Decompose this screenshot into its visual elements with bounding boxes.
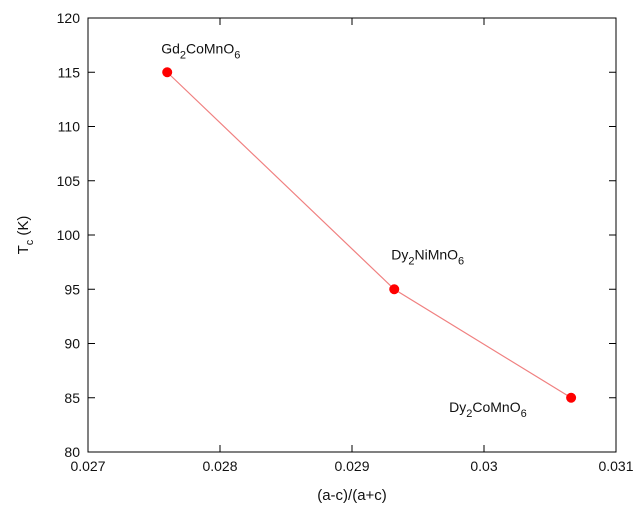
- point-label-subscript: 2: [466, 408, 472, 420]
- y-tick-label: 80: [64, 444, 80, 460]
- x-tick-label: 0.027: [70, 458, 105, 474]
- y-axis-title: Tc (K): [15, 216, 36, 255]
- y-axis-title-sub: c: [24, 239, 36, 245]
- y-tick-label: 90: [64, 336, 80, 352]
- y-axis-title-main: T: [15, 245, 32, 254]
- x-tick-label: 0.031: [598, 458, 633, 474]
- y-tick-label: 115: [58, 64, 81, 80]
- point-label: Dy2CoMnO6: [449, 399, 527, 420]
- x-tick-label: 0.028: [202, 458, 237, 474]
- y-tick-labels: 80 85 90 95 100 105 110 115 120: [57, 10, 81, 460]
- y-tick-label: 120: [57, 10, 81, 26]
- point-label-subscript: 6: [234, 49, 240, 61]
- y-tick-label: 85: [64, 390, 80, 406]
- y-tick-label: 110: [58, 119, 81, 135]
- point-label-text: Dy: [391, 246, 408, 262]
- point-label-text: NiMnO: [414, 246, 458, 262]
- x-tick-label: 0.03: [470, 458, 497, 474]
- series-layer: [162, 67, 577, 403]
- y-axis-title-rest: (K): [15, 216, 32, 240]
- point-label-subscript: 2: [180, 49, 186, 61]
- point-label: Dy2NiMnO6: [391, 246, 464, 267]
- point-label-text: CoMnO: [186, 40, 234, 56]
- plot-frame: [87, 17, 617, 453]
- point-label-text: CoMnO: [472, 399, 520, 415]
- x-tick-label: 0.029: [334, 458, 369, 474]
- data-point: [389, 284, 400, 295]
- x-tick-labels: 0.027 0.028 0.029 0.03 0.031: [70, 458, 633, 474]
- data-point: [566, 392, 577, 403]
- point-label: Gd2CoMnO6: [161, 40, 240, 61]
- y-tick-label: 105: [57, 173, 81, 189]
- data-point: [162, 67, 173, 78]
- y-tick-label: 95: [64, 281, 80, 297]
- x-axis-title: (a-c)/(a+c): [317, 487, 387, 504]
- point-label-subscript: 6: [458, 255, 464, 267]
- point-label-subscript: 2: [408, 255, 414, 267]
- point-label-text: Gd: [161, 40, 180, 56]
- point-label-text: Dy: [449, 399, 466, 415]
- y-tick-label: 100: [57, 227, 81, 243]
- ticks-layer: [87, 17, 617, 453]
- series-line: [166, 71, 572, 399]
- point-label-subscript: 6: [521, 408, 527, 420]
